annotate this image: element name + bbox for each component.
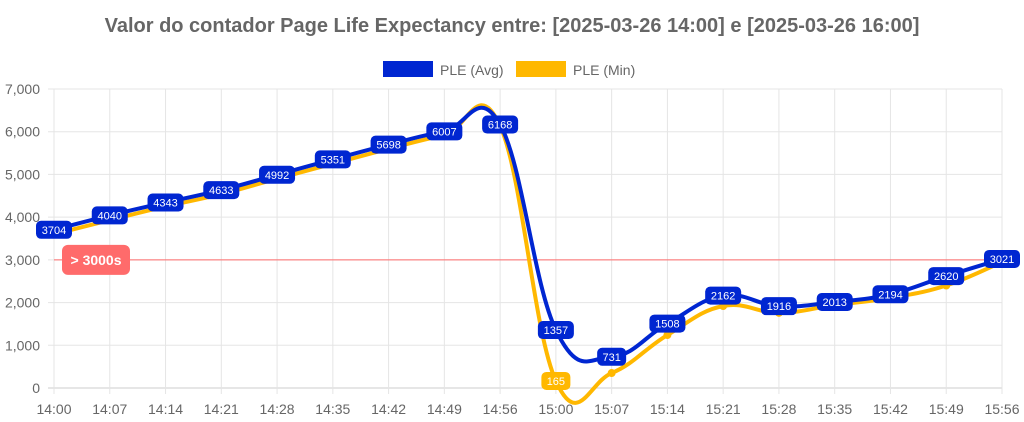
- data-label-bg: [91, 206, 128, 225]
- data-label-bg: [259, 165, 296, 184]
- x-tick-label: 14:49: [427, 401, 462, 417]
- legend-label-min[interactable]: PLE (Min): [573, 62, 635, 78]
- x-tick-label: 14:00: [36, 401, 71, 417]
- data-label: 6168: [488, 120, 512, 132]
- series-line-avg: [53, 105, 1003, 364]
- data-label: 2013: [822, 297, 846, 309]
- data-label: 4633: [209, 185, 233, 197]
- x-tick-label: 15:07: [594, 401, 629, 417]
- x-tick-label: 15:21: [706, 401, 741, 417]
- y-tick-label: 2,000: [5, 295, 40, 311]
- data-label-bg: [928, 267, 965, 286]
- data-label: 731: [602, 352, 620, 364]
- data-label-bg: [314, 150, 351, 169]
- y-tick-label: 3,000: [5, 252, 40, 268]
- data-label-bg: [541, 371, 571, 390]
- threshold-label: > 3000s: [71, 252, 122, 268]
- data-label-bg: [537, 321, 574, 340]
- data-label: 5351: [321, 154, 345, 166]
- legend: PLE (Avg) PLE (Min): [383, 61, 635, 78]
- data-label-bg: [872, 285, 909, 304]
- y-tick-label: 0: [32, 380, 40, 396]
- x-tick-label: 14:35: [315, 401, 350, 417]
- series-line-min: [53, 103, 1003, 405]
- data-label: 1916: [767, 301, 791, 313]
- x-tick-label: 15:14: [650, 401, 685, 417]
- x-tick-label: 15:00: [538, 401, 573, 417]
- data-label: 4343: [153, 197, 177, 209]
- data-label: 1508: [655, 319, 679, 331]
- data-label-bg: [649, 314, 686, 333]
- data-label: 2620: [934, 271, 958, 283]
- data-point-min: [663, 331, 672, 340]
- data-label-bg: [816, 293, 853, 312]
- data-label: 3704: [42, 225, 66, 237]
- x-tick-label: 14:14: [148, 401, 183, 417]
- data-label: 4992: [265, 170, 289, 182]
- chart-title: Valor do contador Page Life Expectancy e…: [105, 15, 920, 37]
- x-tick-label: 14:21: [204, 401, 239, 417]
- data-label: 3021: [990, 254, 1014, 266]
- data-label-bg: [203, 181, 240, 200]
- data-label-bg: [760, 297, 797, 316]
- x-tick-label: 14:56: [483, 401, 518, 417]
- x-tick-label: 14:07: [92, 401, 127, 417]
- x-tick-label: 14:42: [371, 401, 406, 417]
- data-label: 2162: [711, 291, 735, 303]
- y-tick-label: 6,000: [5, 124, 40, 140]
- y-tick-label: 4,000: [5, 209, 40, 225]
- data-label: 6007: [432, 126, 456, 138]
- data-label: 1357: [544, 325, 568, 337]
- data-label-bg: [36, 220, 72, 239]
- data-label-bg: [705, 286, 742, 305]
- data-point-min: [607, 369, 616, 378]
- legend-swatch-min: [516, 61, 566, 77]
- data-label: 165: [547, 376, 565, 388]
- threshold-badge: [62, 244, 130, 275]
- data-label: 2194: [878, 289, 902, 301]
- x-tick-label: 15:42: [873, 401, 908, 417]
- data-label: 4040: [98, 210, 122, 222]
- y-tick-label: 1,000: [5, 337, 40, 353]
- y-tick-label: 7,000: [5, 81, 40, 97]
- data-label-bg: [482, 115, 519, 134]
- x-tick-label: 14:28: [260, 401, 295, 417]
- data-label-bg: [147, 193, 184, 212]
- x-tick-label: 15:28: [761, 401, 796, 417]
- data-label: 5698: [376, 140, 400, 152]
- data-label-bg: [370, 135, 407, 154]
- legend-swatch-avg: [383, 61, 433, 77]
- x-tick-label: 15:56: [984, 401, 1019, 417]
- legend-label-avg[interactable]: PLE (Avg): [440, 62, 504, 78]
- data-label-bg: [984, 249, 1020, 268]
- data-label-bg: [597, 347, 627, 366]
- y-tick-label: 5,000: [5, 166, 40, 182]
- x-tick-label: 15:35: [817, 401, 852, 417]
- data-label-bg: [426, 122, 463, 141]
- x-tick-label: 15:49: [929, 401, 964, 417]
